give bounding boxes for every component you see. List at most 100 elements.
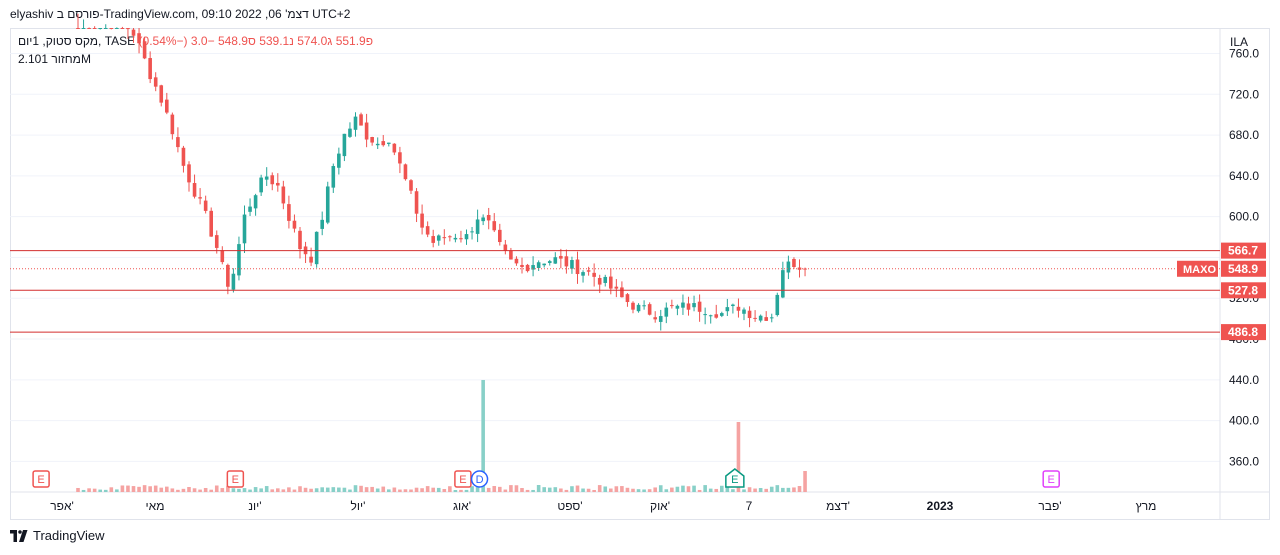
- candle-body[interactable]: [492, 221, 497, 231]
- earnings-marker-icon[interactable]: [32, 470, 50, 488]
- candle-body[interactable]: [481, 217, 485, 222]
- candle-body[interactable]: [786, 261, 791, 273]
- candle-body[interactable]: [531, 265, 535, 270]
- candle-body[interactable]: [714, 314, 719, 318]
- candle-body[interactable]: [725, 307, 730, 312]
- candle-body[interactable]: [81, 28, 86, 29]
- candle-body[interactable]: [792, 258, 796, 267]
- candle-body[interactable]: [314, 231, 319, 265]
- candle-body[interactable]: [181, 147, 186, 166]
- candle-body[interactable]: [131, 29, 136, 36]
- candle-body[interactable]: [425, 226, 430, 235]
- candle-body[interactable]: [253, 195, 258, 209]
- candle-body[interactable]: [436, 235, 441, 241]
- candle-body[interactable]: [636, 304, 641, 312]
- candle-body[interactable]: [686, 303, 691, 310]
- candle-body[interactable]: [220, 250, 225, 263]
- candle-body[interactable]: [231, 273, 236, 290]
- candle-body[interactable]: [364, 122, 369, 140]
- candle-body[interactable]: [198, 197, 202, 199]
- candle-body[interactable]: [92, 28, 97, 29]
- candle-body[interactable]: [76, 28, 80, 29]
- candle-body[interactable]: [753, 317, 757, 319]
- candle-body[interactable]: [625, 294, 630, 303]
- candle-body[interactable]: [509, 250, 513, 260]
- candle-body[interactable]: [176, 137, 180, 148]
- candle-body[interactable]: [170, 114, 175, 135]
- candle-body[interactable]: [165, 99, 169, 113]
- candle-body[interactable]: [758, 315, 763, 321]
- candle-body[interactable]: [214, 235, 219, 248]
- candle-body[interactable]: [137, 33, 141, 44]
- candle-body[interactable]: [203, 200, 208, 211]
- candle-body[interactable]: [547, 261, 552, 263]
- candle-body[interactable]: [103, 28, 108, 29]
- candle-body[interactable]: [226, 264, 230, 287]
- candle-body[interactable]: [642, 305, 646, 307]
- candle-body[interactable]: [614, 286, 619, 289]
- candle-body[interactable]: [115, 28, 119, 29]
- candle-body[interactable]: [409, 180, 413, 191]
- candle-body[interactable]: [370, 137, 374, 143]
- candle-body[interactable]: [431, 236, 435, 243]
- candle-body[interactable]: [658, 316, 663, 322]
- candle-body[interactable]: [325, 186, 330, 223]
- dividend-marker-icon[interactable]: [470, 470, 489, 488]
- candle-body[interactable]: [309, 256, 313, 263]
- candle-body[interactable]: [514, 258, 519, 264]
- candle-body[interactable]: [731, 304, 735, 307]
- candle-body[interactable]: [764, 317, 768, 321]
- candle-body[interactable]: [87, 28, 91, 29]
- candle-body[interactable]: [320, 219, 324, 229]
- candle-body[interactable]: [392, 143, 397, 153]
- candle-body[interactable]: [359, 114, 363, 126]
- candle-body[interactable]: [603, 276, 608, 283]
- candle-body[interactable]: [442, 237, 447, 239]
- candle-body[interactable]: [475, 219, 480, 234]
- candle-body[interactable]: [525, 264, 530, 272]
- candle-body[interactable]: [486, 214, 491, 221]
- candle-body[interactable]: [109, 28, 114, 29]
- candle-body[interactable]: [692, 303, 696, 308]
- candle-body[interactable]: [520, 264, 524, 267]
- candle-body[interactable]: [353, 116, 358, 130]
- candle-body[interactable]: [747, 310, 752, 319]
- candle-body[interactable]: [769, 317, 774, 319]
- candle-body[interactable]: [720, 313, 724, 316]
- candle-body[interactable]: [159, 85, 164, 103]
- candle-body[interactable]: [553, 257, 558, 264]
- candle-body[interactable]: [597, 277, 602, 285]
- candle-body[interactable]: [153, 77, 158, 87]
- candle-body[interactable]: [620, 287, 624, 298]
- candle-body[interactable]: [675, 305, 680, 309]
- candle-body[interactable]: [209, 210, 213, 237]
- candle-body[interactable]: [575, 259, 580, 275]
- candle-body[interactable]: [259, 177, 263, 193]
- candle-body[interactable]: [570, 260, 574, 269]
- candle-body[interactable]: [270, 175, 275, 185]
- candle-body[interactable]: [242, 214, 247, 244]
- candle-body[interactable]: [414, 191, 419, 214]
- candle-body[interactable]: [281, 186, 286, 204]
- candle-body[interactable]: [536, 262, 541, 268]
- candle-body[interactable]: [586, 270, 591, 272]
- candle-body[interactable]: [298, 230, 302, 250]
- candle-body[interactable]: [631, 302, 635, 310]
- candle-body[interactable]: [459, 238, 463, 240]
- candle-body[interactable]: [503, 244, 508, 251]
- candle-body[interactable]: [670, 305, 674, 307]
- candle-body[interactable]: [664, 307, 669, 317]
- candle-body[interactable]: [375, 143, 380, 146]
- candle-body[interactable]: [697, 301, 702, 312]
- candle-body[interactable]: [148, 58, 152, 80]
- candle-body[interactable]: [653, 317, 657, 320]
- candle-body[interactable]: [681, 302, 685, 308]
- candle-body[interactable]: [381, 141, 386, 146]
- candle-body[interactable]: [398, 152, 402, 164]
- candle-body[interactable]: [98, 28, 102, 29]
- candle-body[interactable]: [647, 304, 652, 315]
- candle-body[interactable]: [187, 164, 191, 183]
- candle-body[interactable]: [470, 231, 474, 233]
- candle-body[interactable]: [387, 142, 391, 144]
